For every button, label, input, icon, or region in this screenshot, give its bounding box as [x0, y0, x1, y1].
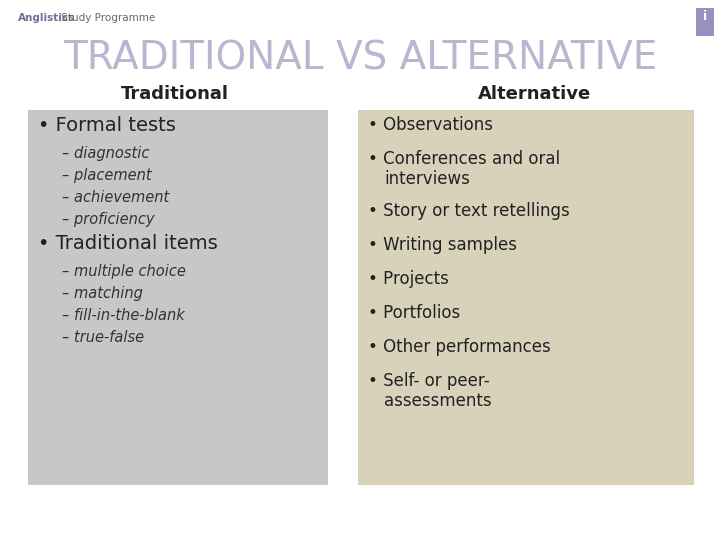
FancyBboxPatch shape: [696, 8, 714, 36]
FancyBboxPatch shape: [358, 110, 694, 485]
Text: – multiple choice: – multiple choice: [62, 264, 186, 279]
Text: • Story or text retellings: • Story or text retellings: [368, 202, 570, 220]
Text: • Other performances: • Other performances: [368, 338, 551, 356]
Text: • Portfolios: • Portfolios: [368, 304, 460, 322]
Text: – proficiency: – proficiency: [62, 212, 155, 227]
Text: – diagnostic: – diagnostic: [62, 146, 149, 161]
Text: interviews: interviews: [384, 170, 470, 188]
Text: – true-false: – true-false: [62, 330, 144, 345]
Text: Alternative: Alternative: [478, 85, 592, 103]
Text: – placement: – placement: [62, 168, 152, 183]
Text: – matching: – matching: [62, 286, 143, 301]
Text: • Observations: • Observations: [368, 116, 493, 134]
Text: – fill-in-the-blank: – fill-in-the-blank: [62, 308, 185, 323]
Text: TRADITIONAL VS ALTERNATIVE: TRADITIONAL VS ALTERNATIVE: [63, 40, 657, 78]
Text: • Traditional items: • Traditional items: [38, 234, 217, 253]
Text: assessments: assessments: [384, 392, 492, 410]
Text: Study Programme: Study Programme: [58, 13, 156, 23]
Text: • Writing samples: • Writing samples: [368, 236, 517, 254]
Text: – achievement: – achievement: [62, 190, 169, 205]
FancyBboxPatch shape: [28, 110, 328, 485]
Text: • Formal tests: • Formal tests: [38, 116, 176, 135]
Text: • Conferences and oral: • Conferences and oral: [368, 150, 560, 168]
Text: • Self- or peer-: • Self- or peer-: [368, 372, 490, 390]
Text: • Projects: • Projects: [368, 270, 449, 288]
Text: i: i: [703, 10, 707, 23]
Text: Anglistics: Anglistics: [18, 13, 76, 23]
Text: Traditional: Traditional: [121, 85, 229, 103]
